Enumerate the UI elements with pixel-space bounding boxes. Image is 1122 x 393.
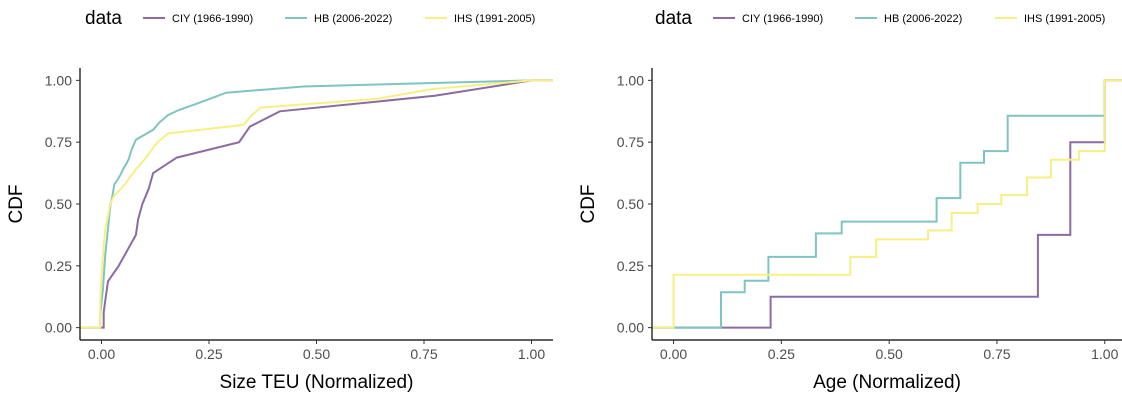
chart-1-y-tick-label: 1.00 [45,72,72,88]
chart-2-x-tick-label: 0.50 [876,346,903,362]
chart-2-x-tick-label: 0.00 [660,346,687,362]
chart-2-series-line-3 [652,79,1122,329]
chart-2-x-tick-label: 1.00 [1091,346,1118,362]
chart-2-series-line-2 [652,79,1122,329]
chart-1-legend-title: data [85,8,122,29]
chart-1-y-tick-label: 0.25 [45,258,72,274]
chart-2-legend-title: data [655,8,692,29]
chart-2-y-tick-label: 0.25 [617,258,644,274]
chart-2: 0.00 0.25 0.50 0.75 1.00 0.00 0.25 0.50 0.75 1.00… [578,8,1122,393]
chart-1-legend-label-3: IHS (1991-2005) [454,13,535,25]
chart-1-x-axis-title: Size TEU (Normalized) [220,372,414,393]
chart-2-series-line-1 [652,79,1122,329]
chart-2-legend: data CIY (1966-1990) HB (2006-2022) IHS (19… [655,8,1105,29]
chart-1-legend-label-2: HB (2006-2022) [314,13,392,25]
chart-1-x-tick-label: 0.25 [195,346,222,362]
chart-1-x-tick-label: 0.75 [410,346,437,362]
chart-2-x-tick-label: 0.75 [983,346,1010,362]
chart-1-x-tick-label: 1.00 [518,346,545,362]
chart-1-y-tick-label: 0.75 [45,134,72,150]
chart-1-x-tick-label: 0.50 [303,346,330,362]
chart-2-y-tick-label: 0.00 [617,320,644,336]
chart-2-x-tick-label: 0.25 [768,346,795,362]
chart-1-y-axis-title: CDF [6,184,27,223]
chart-1-series-line-3 [80,79,553,329]
chart-1-y-tick-label: 0.50 [45,196,72,212]
chart-2-legend-label-3: IHS (1991-2005) [1024,13,1105,25]
chart-1-series-line-2 [80,79,553,329]
chart-1-series-line-1 [80,79,553,329]
chart-2-legend-label-2: HB (2006-2022) [884,13,962,25]
chart-1-y-tick-label: 0.00 [45,320,72,336]
chart-2-y-axis-title: CDF [578,184,599,223]
chart-1-legend: data CIY (1966-1990) HB (2006-2022) IHS (19… [85,8,535,29]
chart-2-y-tick-label: 0.50 [617,196,644,212]
chart-1-x-tick-label: 0.00 [88,346,115,362]
chart-1: 0.00 0.25 0.50 0.75 1.00 0.00 0.25 0.50 0.75 1.00… [6,8,553,393]
chart-2-y-tick-label: 0.75 [617,134,644,150]
chart-2-legend-label-1: CIY (1966-1990) [742,13,823,25]
chart-2-y-tick-label: 1.00 [617,72,644,88]
chart-2-x-axis-title: Age (Normalized) [813,372,961,393]
chart-1-legend-label-1: CIY (1966-1990) [172,13,253,25]
